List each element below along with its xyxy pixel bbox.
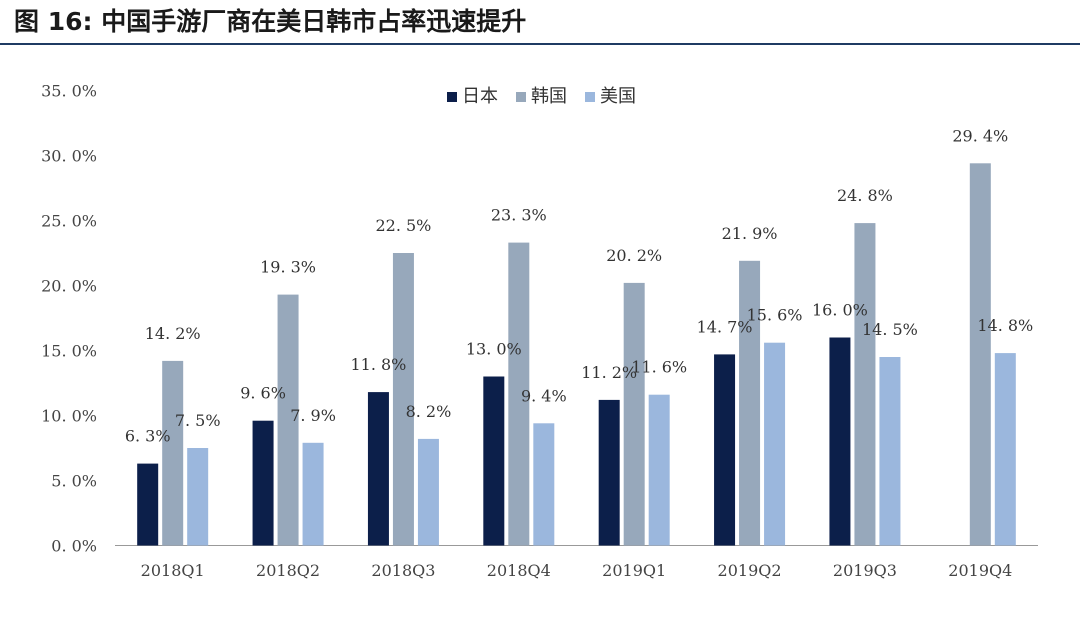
x-tick-label: 2018Q3 [371,561,435,580]
bar [994,353,1016,546]
data-label: 14. 5% [862,320,918,339]
data-label: 8. 2% [406,402,452,421]
data-labels: 6. 3% 14. 2% 7. 5% 9. 6% 19. 3% 7. 9% 11. 8% 22… [125,126,1033,445]
x-tick-label: 2018Q2 [256,561,320,580]
bar [969,163,991,546]
y-axis: 0. 0% 5. 0% 10. 0% 15. 0% 20. 0% 25. 0% 30. 0%… [41,82,97,556]
y-tick-label: 25. 0% [41,212,97,231]
bars [137,163,1016,546]
data-label: 9. 4% [521,386,567,405]
bar [187,448,209,546]
data-label: 29. 4% [952,126,1008,145]
bar [623,282,645,546]
data-label: 13. 0% [466,340,522,359]
data-label: 14. 7% [697,317,753,336]
bar [392,253,414,546]
legend-label: 日本 [462,86,498,107]
x-axis: 2018Q1 2018Q2 2018Q3 2018Q4 2019Q1 2019Q2 2019… [141,561,1013,580]
bar [854,223,876,546]
bar [533,423,555,546]
legend-swatch [585,92,595,102]
bar [879,357,901,546]
title-rule [0,43,1080,45]
x-tick-label: 2018Q4 [487,561,551,580]
legend-label: 美国 [600,86,636,107]
data-label: 22. 5% [375,216,431,235]
data-label: 11. 8% [350,355,406,374]
bar [648,394,670,546]
bar [277,294,299,546]
x-tick-label: 2018Q1 [141,561,205,580]
bar [598,399,620,546]
data-label: 16. 0% [812,301,868,320]
y-tick-label: 20. 0% [41,277,97,296]
bar [739,260,761,546]
legend: 日本 韩国 美国 [447,86,636,107]
x-tick-label: 2019Q1 [602,561,666,580]
y-tick-label: 10. 0% [41,407,97,426]
x-tick-label: 2019Q2 [718,561,782,580]
bar [302,442,324,546]
data-label: 7. 5% [175,411,221,430]
data-label: 19. 3% [260,258,316,277]
data-label: 14. 2% [145,324,201,343]
bar [829,337,851,546]
data-label: 21. 9% [722,224,778,243]
bar [162,360,184,546]
data-label: 11. 2% [581,363,637,382]
data-label: 24. 8% [837,186,893,205]
data-label: 6. 3% [125,427,171,446]
bar [714,354,736,546]
x-tick-label: 2019Q4 [948,561,1012,580]
y-tick-label: 30. 0% [41,147,97,166]
x-tick-label: 2019Q3 [833,561,897,580]
legend-swatch [447,92,457,102]
bar [764,342,786,546]
bar [137,463,159,546]
y-tick-label: 35. 0% [41,82,97,101]
bar [417,438,439,546]
y-tick-label: 0. 0% [51,537,97,556]
data-label: 23. 3% [491,206,547,225]
data-label: 9. 6% [240,384,286,403]
data-label: 14. 8% [977,316,1033,335]
data-label: 20. 2% [606,246,662,265]
bar [508,242,530,546]
bar [483,376,505,546]
data-label: 11. 6% [631,358,687,377]
legend-label: 韩国 [531,86,567,107]
y-tick-label: 5. 0% [51,472,97,491]
bar [367,392,389,546]
y-tick-label: 15. 0% [41,342,97,361]
data-label: 15. 6% [747,306,803,325]
data-label: 7. 9% [290,406,336,425]
legend-swatch [516,92,526,102]
figure-title: 图 16: 中国手游厂商在美日韩市占率迅速提升 [14,7,527,36]
bar [252,420,274,546]
